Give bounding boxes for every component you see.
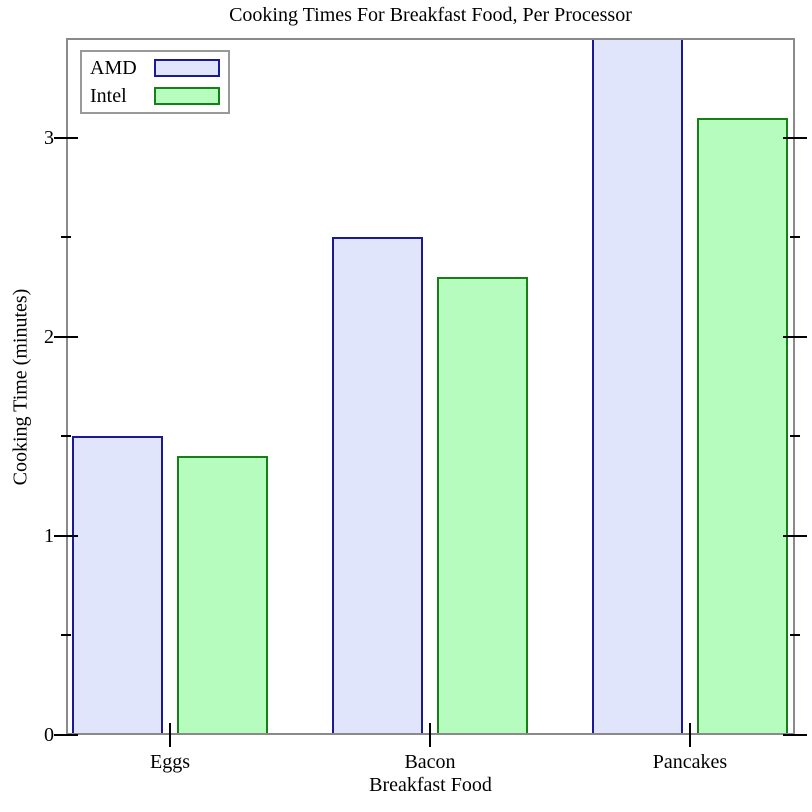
- x-tick-label-pancakes: Pancakes: [652, 751, 728, 773]
- y-major-tick-left: [54, 734, 78, 736]
- x-tick-pancakes: [689, 723, 691, 747]
- y-major-tick-left: [54, 136, 78, 139]
- y-major-tick-right: [783, 335, 807, 338]
- bar-intel-pancakes: [697, 118, 788, 735]
- y-minor-tick-right: [790, 236, 800, 239]
- x-tick-label-eggs: Eggs: [150, 751, 190, 773]
- y-minor-tick-left: [61, 634, 71, 637]
- plot-area: 0 1 2 3 Eggs Bacon Pancakes AMD Intel: [44, 38, 807, 773]
- legend-swatch-intel: [154, 87, 220, 105]
- legend-label-intel: Intel: [90, 85, 127, 107]
- y-major-tick-right: [783, 136, 807, 139]
- legend-entry-intel: Intel: [90, 84, 220, 108]
- x-axis-label: Breakfast Food: [369, 774, 492, 796]
- legend-swatch-amd: [154, 59, 220, 77]
- legend-label-amd: AMD: [90, 57, 137, 79]
- y-tick-label-0: 0: [44, 724, 54, 746]
- plot-frame: [66, 38, 795, 735]
- y-tick-label-3: 3: [44, 126, 54, 149]
- x-tick-eggs: [169, 723, 171, 747]
- legend: AMD Intel: [80, 50, 230, 114]
- y-major-tick-left: [54, 335, 78, 338]
- bar-amd-eggs: [72, 436, 163, 735]
- bar-intel-bacon: [437, 277, 528, 735]
- x-tick-label-bacon: Bacon: [404, 751, 456, 773]
- y-major-tick-right: [783, 734, 807, 736]
- y-minor-tick-right: [790, 634, 800, 637]
- legend-entry-amd: AMD: [90, 56, 220, 80]
- y-tick-label-1: 1: [44, 524, 54, 547]
- y-axis-label: Cooking Time (minutes): [9, 288, 32, 486]
- y-minor-tick-left: [61, 435, 71, 438]
- y-major-tick-left: [54, 534, 78, 537]
- y-minor-tick-left: [61, 236, 71, 239]
- y-tick-label-2: 2: [44, 325, 54, 348]
- bar-intel-eggs: [177, 456, 268, 735]
- x-tick-bacon: [429, 723, 431, 747]
- y-minor-tick-right: [790, 435, 800, 438]
- y-major-tick-right: [783, 534, 807, 537]
- bar-amd-bacon: [332, 237, 423, 735]
- chart-title: Cooking Times For Breakfast Food, Per Pr…: [229, 4, 632, 26]
